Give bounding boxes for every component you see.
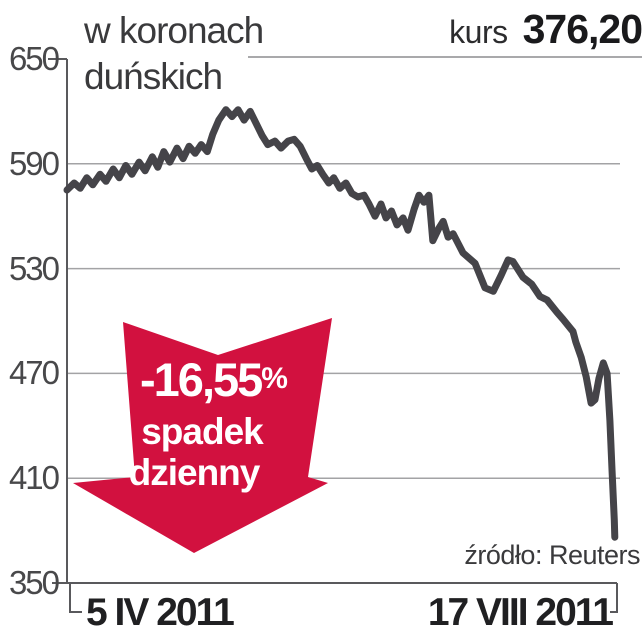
x-label-bracket-right [610, 583, 618, 613]
source-credit: źródło: Reuters [464, 540, 640, 570]
y-tick-label: 530 [8, 250, 60, 287]
drop-badge-text-line2: dzienny [128, 452, 261, 493]
chart-title-line2: duńskich [84, 56, 223, 97]
y-tick-label: 410 [8, 459, 60, 496]
x-axis-start-label: 5 IV 2011 [86, 591, 235, 634]
header-underline [248, 56, 642, 58]
y-tick-label: 590 [8, 145, 60, 182]
current-price: kurs 376,20 [449, 6, 643, 53]
x-label-bracket-left [69, 583, 82, 613]
y-tick-label: 470 [8, 354, 60, 391]
chart-title-line1: w koronach [84, 10, 264, 51]
axes [48, 58, 618, 613]
price-value: 376,20 [522, 6, 643, 52]
price-label: kurs [449, 14, 508, 50]
y-tick-label: 650 [8, 40, 60, 77]
drop-badge-text-line1: spadek [141, 411, 264, 452]
chart-title: w koronach duńskich [84, 8, 264, 100]
drop-badge-arrow-shape [73, 318, 332, 553]
x-axis-end-label: 17 VIII 2011 [427, 591, 614, 634]
drop-badge-percent-value: -16,55 [140, 353, 263, 406]
percent-sign: % [261, 362, 288, 395]
price-line [63, 106, 619, 541]
y-tick-label: 350 [8, 564, 60, 601]
drop-badge-percent: -16,55% [88, 352, 340, 407]
